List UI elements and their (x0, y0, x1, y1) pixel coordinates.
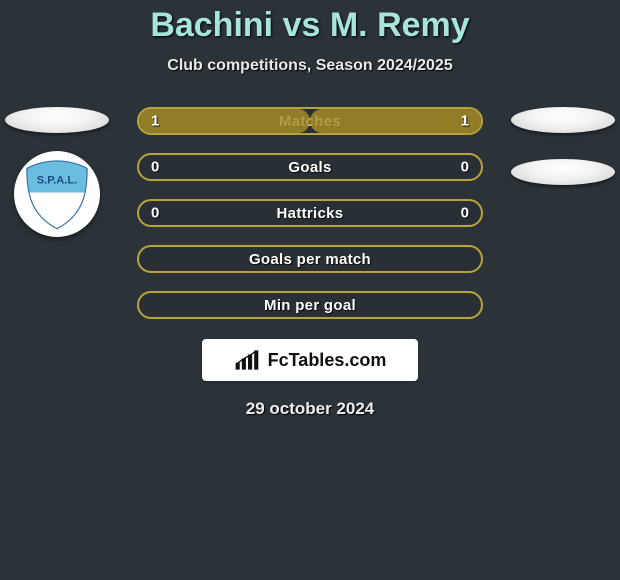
stat-label: Hattricks (277, 205, 344, 222)
player2-oval-1 (511, 107, 615, 133)
content: S.P.A.L. 1Matches1 0 Goals 0 0 Hattricks 0 Goal… (0, 107, 620, 419)
spal-shield-icon: S.P.A.L. (20, 157, 94, 231)
footer-logo-text: FcTables.com (268, 350, 387, 371)
stat-value-right: 0 (461, 159, 469, 176)
date: 29 october 2024 (0, 399, 620, 419)
left-column: S.P.A.L. (2, 107, 112, 237)
subtitle: Club competitions, Season 2024/2025 (0, 57, 620, 75)
footer-logo: FcTables.com (202, 339, 418, 381)
player1-oval (5, 107, 109, 133)
stat-row: Min per goal (137, 291, 483, 319)
bar-chart-icon (234, 349, 262, 371)
title-player1: Bachini (150, 6, 273, 44)
stat-value-right: 0 (461, 205, 469, 222)
right-column (508, 107, 618, 185)
stat-label: Goals per match (249, 251, 371, 268)
stats-list: 1Matches1 0 Goals 0 0 Hattricks 0 Goals per mat… (137, 107, 483, 319)
stat-label: Min per goal (264, 297, 356, 314)
player1-club-badge: S.P.A.L. (14, 151, 100, 237)
stat-value-left: 1 (151, 113, 159, 130)
stat-row: 0 Goals 0 (137, 153, 483, 181)
stat-label: Goals (288, 159, 331, 176)
stat-fill-left (139, 109, 310, 133)
stat-row: 1Matches1 (137, 107, 483, 135)
page-title: Bachini vs M. Remy (0, 0, 620, 45)
stat-row: Goals per match (137, 245, 483, 273)
title-player2: M. Remy (330, 6, 470, 44)
stat-value-right: 1 (461, 113, 469, 130)
badge-text: S.P.A.L. (37, 175, 78, 187)
player2-oval-2 (511, 159, 615, 185)
stat-value-left: 0 (151, 159, 159, 176)
stat-row: 0 Hattricks 0 (137, 199, 483, 227)
title-vs: vs (283, 6, 321, 44)
stat-value-left: 0 (151, 205, 159, 222)
stat-fill-right (310, 109, 481, 133)
